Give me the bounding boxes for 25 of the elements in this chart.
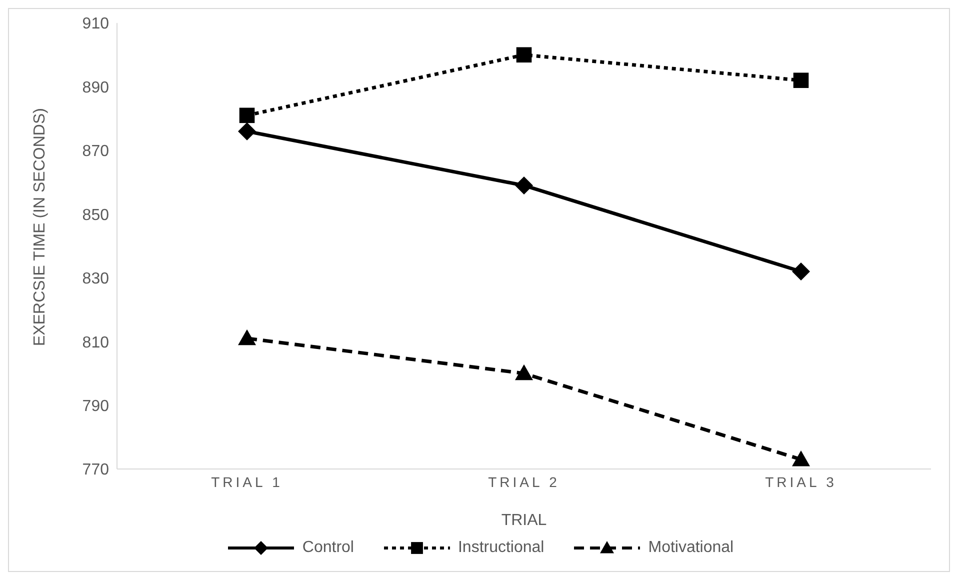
y-tick-label: 790: [82, 398, 110, 415]
x-tick-label: TRIAL 2: [488, 474, 560, 490]
point: [792, 262, 810, 280]
point: [238, 122, 256, 140]
x-axis-title: TRIAL: [501, 512, 547, 529]
y-tick-label: 850: [82, 206, 110, 224]
legend-label: Control: [302, 539, 354, 557]
point: [516, 47, 532, 63]
point: [793, 72, 809, 88]
legend-label: Instructional: [458, 539, 544, 557]
point: [239, 108, 255, 124]
legend-label: Motivational: [648, 539, 734, 557]
y-tick-label: 810: [82, 334, 110, 352]
y-tick-label: 870: [82, 143, 110, 160]
y-axis-title: EXERCSIE TIME (IN SECONDS): [32, 108, 49, 346]
point: [515, 364, 533, 380]
y-tick-label: 830: [82, 270, 110, 288]
y-tick-label: 910: [82, 16, 110, 33]
point: [515, 176, 533, 194]
point: [792, 450, 810, 466]
x-tick-label: TRIAL 1: [211, 474, 283, 490]
y-tick-label: 770: [82, 462, 110, 479]
point: [238, 329, 256, 346]
x-tick-label: TRIAL 3: [765, 474, 837, 490]
y-tick-label: 890: [82, 79, 110, 96]
